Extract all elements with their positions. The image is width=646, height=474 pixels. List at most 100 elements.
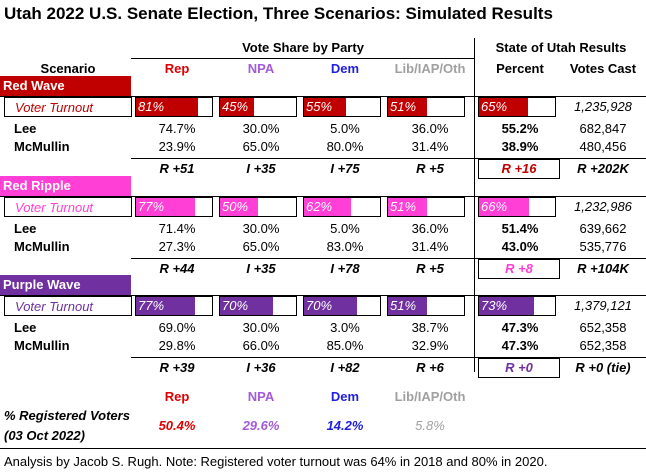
purple-wave-turnout-fill — [479, 297, 535, 315]
red-wave-mcmullin-dem: 80.0% — [326, 139, 364, 154]
red-wave-lee-lib: 36.0% — [411, 121, 449, 136]
red-wave-turnout-value: 51% — [390, 99, 417, 114]
purple-wave-turnout-fill — [388, 297, 427, 315]
registered-npa-value: 29.6% — [242, 418, 280, 433]
registered-date: (03 Oct 2022) — [4, 428, 85, 443]
rep-header: Rep — [164, 61, 190, 76]
red-ripple-turnout-value: 66% — [481, 199, 508, 214]
purple-wave-margin-line — [131, 357, 646, 358]
red-ripple-turnout-bar: 77% — [135, 197, 213, 217]
purple-wave-margin-dem: I +82 — [330, 360, 360, 375]
page-title: Utah 2022 U.S. Senate Election, Three Sc… — [4, 4, 553, 23]
red-wave-turnout-fill — [220, 98, 255, 116]
purple-wave-lee-npa: 30.0% — [242, 320, 280, 335]
purple-wave-margin-npa: I +36 — [246, 360, 276, 375]
purple-wave-margin-pct: R +0 — [478, 358, 560, 378]
votes-cast-header: Votes Cast — [569, 61, 637, 76]
red-wave-lee-rep: 74.7% — [158, 121, 196, 136]
red-ripple-turnout-votes: 1,232,986 — [574, 199, 632, 214]
vote-share-underline — [131, 58, 474, 59]
red-ripple-mcmullin-lib: 31.4% — [411, 239, 449, 254]
red-ripple-turnout-bar: 51% — [387, 197, 465, 217]
red-ripple-margin-dem: I +78 — [330, 261, 360, 276]
red-wave-mcmullin-label: McMullin — [14, 139, 70, 154]
red-wave-mcmullin-lib: 31.4% — [411, 139, 449, 154]
purple-wave-mcmullin-label: McMullin — [14, 338, 70, 353]
red-wave-band: Red Wave — [0, 76, 131, 96]
purple-wave-margin-rep: R +39 — [159, 360, 195, 375]
purple-wave-lee-label: Lee — [14, 320, 37, 335]
footer-divider — [0, 448, 646, 449]
red-ripple-mcmullin-rep: 27.3% — [158, 239, 196, 254]
scenario-header: Scenario — [40, 61, 96, 76]
red-ripple-margin-lib: R +5 — [416, 261, 444, 276]
red-wave-turnout-value: 65% — [481, 99, 508, 114]
purple-wave-turnout-value: 77% — [138, 298, 165, 313]
red-wave-turnout-fill — [479, 98, 529, 116]
red-wave-margin-rep: R +51 — [159, 161, 195, 176]
red-wave-turnout-bar: 65% — [478, 97, 556, 117]
percent-header: Percent — [496, 61, 544, 76]
red-ripple-turnout-value: 51% — [390, 199, 417, 214]
red-wave-lee-pct: 55.2% — [501, 121, 539, 136]
registered-lib-value: 5.8% — [415, 418, 445, 433]
red-ripple-turnout-bar: 62% — [303, 197, 381, 217]
red-ripple-lee-dem: 5.0% — [330, 221, 360, 236]
red-wave-band-line — [0, 96, 646, 97]
purple-wave-turnout-bar: 77% — [135, 296, 213, 316]
red-ripple-mcmullin-dem: 83.0% — [326, 239, 364, 254]
red-wave-mcmullin-pct: 38.9% — [501, 139, 539, 154]
red-ripple-band: Red Ripple — [0, 176, 131, 196]
purple-wave-turnout-bar: 70% — [219, 296, 297, 316]
red-wave-mcmullin-npa: 65.0% — [242, 139, 280, 154]
red-ripple-turnout-label: Voter Turnout — [4, 197, 132, 217]
purple-wave-lee-lib: 38.7% — [411, 320, 449, 335]
red-ripple-turnout-fill — [220, 198, 258, 216]
red-wave-turnout-fill — [136, 98, 198, 116]
purple-wave-band-line — [0, 295, 646, 296]
red-wave-turnout-bar: 45% — [219, 97, 297, 117]
red-wave-margin-dem: I +75 — [330, 161, 360, 176]
red-wave-turnout-value: 81% — [138, 99, 165, 114]
purple-wave-turnout-value: 70% — [222, 298, 249, 313]
red-ripple-lee-pct: 51.4% — [501, 221, 539, 236]
purple-wave-turnout-value: 70% — [306, 298, 333, 313]
red-ripple-lee-label: Lee — [14, 221, 37, 236]
red-wave-lee-votes: 682,847 — [579, 121, 627, 136]
vote-share-header: Vote Share by Party — [242, 40, 364, 55]
purple-wave-turnout-value: 51% — [390, 298, 417, 313]
red-wave-turnout-bar: 81% — [135, 97, 213, 117]
red-wave-margin-votes: R +202K — [577, 161, 629, 176]
red-ripple-band-line — [0, 196, 646, 197]
purple-wave-turnout-fill — [136, 297, 195, 315]
state-results-header: State of Utah Results — [495, 40, 627, 55]
red-wave-mcmullin-votes: 480,456 — [579, 139, 627, 154]
red-wave-lee-label: Lee — [14, 121, 37, 136]
red-ripple-turnout-bar: 66% — [478, 197, 556, 217]
purple-wave-turnout-label: Voter Turnout — [4, 296, 132, 316]
red-ripple-turnout-fill — [479, 198, 530, 216]
red-ripple-turnout-value: 62% — [306, 199, 333, 214]
red-ripple-mcmullin-label: McMullin — [14, 239, 70, 254]
footnote: Analysis by Jacob S. Rugh. Note: Registe… — [4, 454, 548, 469]
purple-wave-mcmullin-lib: 32.9% — [411, 338, 449, 353]
purple-wave-margin-votes: R +0 (tie) — [575, 360, 631, 375]
purple-wave-mcmullin-votes: 652,358 — [579, 338, 627, 353]
red-ripple-mcmullin-pct: 43.0% — [501, 239, 539, 254]
purple-wave-turnout-bar: 51% — [387, 296, 465, 316]
registered-dem-value: 14.2% — [326, 418, 364, 433]
red-ripple-turnout-fill — [388, 198, 427, 216]
purple-wave-mcmullin-npa: 66.0% — [242, 338, 280, 353]
purple-wave-lee-dem: 3.0% — [330, 320, 360, 335]
red-wave-margin-lib: R +5 — [416, 161, 444, 176]
purple-wave-lee-pct: 47.3% — [501, 320, 539, 335]
purple-wave-turnout-bar: 73% — [478, 296, 556, 316]
npa-header: NPA — [247, 61, 275, 76]
red-ripple-lee-lib: 36.0% — [411, 221, 449, 236]
red-wave-turnout-votes: 1,235,928 — [574, 99, 632, 114]
red-wave-lee-npa: 30.0% — [242, 121, 280, 136]
purple-wave-margin-lib: R +6 — [416, 360, 444, 375]
registered-lib-header: Lib/IAP/Oth — [394, 389, 466, 404]
purple-wave-mcmullin-pct: 47.3% — [501, 338, 539, 353]
purple-wave-turnout-bar: 70% — [303, 296, 381, 316]
